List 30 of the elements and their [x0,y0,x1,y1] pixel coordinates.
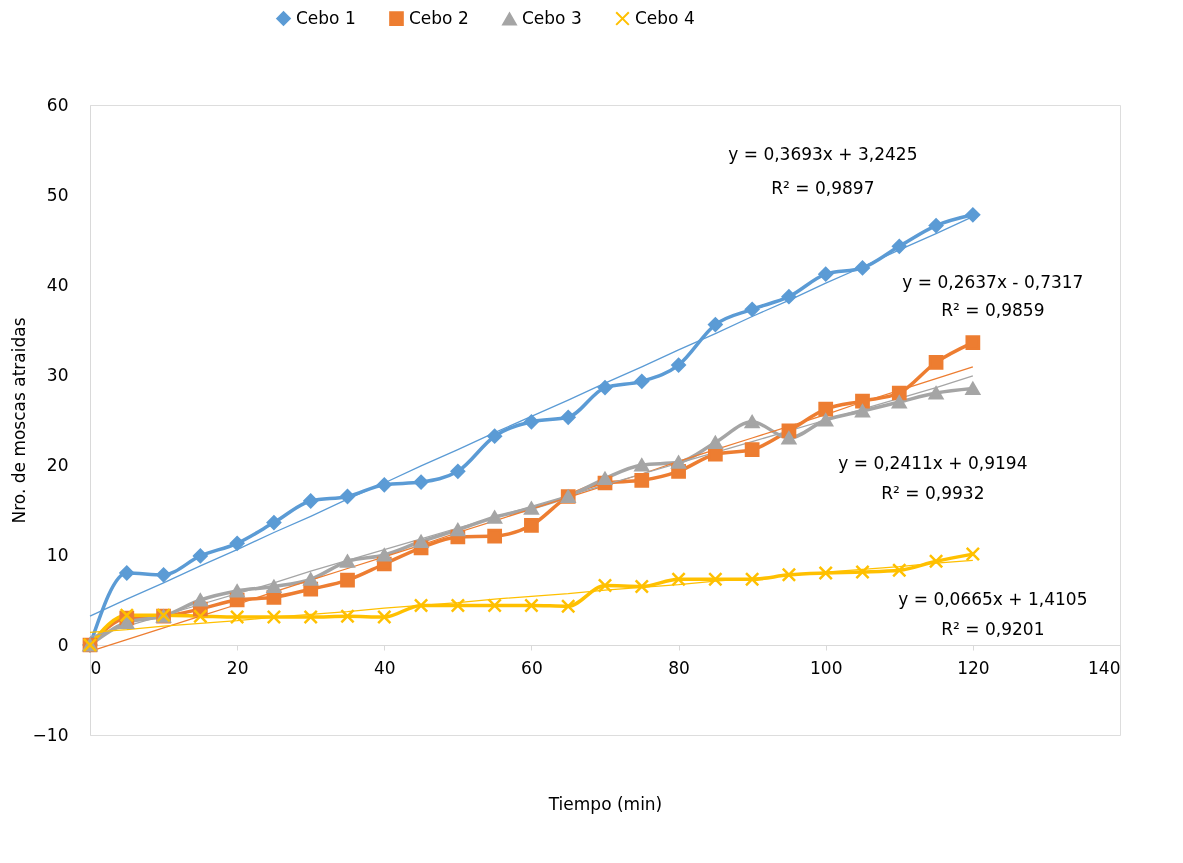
annotation: R² = 0,9201 [941,619,1045,640]
y-axis-title: Nro. de moscas atraidas [8,317,29,524]
y-tick-label: 50 [46,184,69,205]
x-tick-label: 120 [957,657,990,678]
annotation: y = 0,0665x + 1,4105 [898,589,1088,610]
x-tick-label: 40 [373,657,396,678]
annotation: y = 0,2637x - 0,7317 [902,271,1084,292]
annotation: R² = 0,9897 [771,177,875,198]
y-tick-label: 60 [46,94,69,115]
y-tick-label: 10 [46,544,69,565]
y-tick-label: 30 [46,364,69,385]
y-tick-label: 0 [57,634,69,655]
legend-label: Cebo 3 [522,8,582,29]
annotation: R² = 0,9932 [881,482,985,503]
legend-label: Cebo 2 [409,7,469,28]
x-axis-title: Tiempo (min) [547,793,663,814]
x-tick-label: 80 [668,657,690,678]
annotation: y = 0,2411x + 0,9194 [838,452,1028,473]
annotation: R² = 0,9859 [941,299,1045,320]
x-tick-label: 0 [90,657,102,678]
legend-label: Cebo 4 [635,7,695,28]
x-tick-label: 100 [809,657,843,678]
y-tick-label: −10 [32,724,69,745]
annotation: y = 0,3693x + 3,2425 [728,143,918,164]
x-tick-label: 140 [1088,657,1121,678]
legend-label: Cebo 1 [296,7,356,28]
y-tick-label: 40 [46,274,69,295]
x-tick-label: 20 [226,657,249,678]
y-tick-label: 20 [46,454,69,475]
x-tick-label: 60 [521,657,543,678]
